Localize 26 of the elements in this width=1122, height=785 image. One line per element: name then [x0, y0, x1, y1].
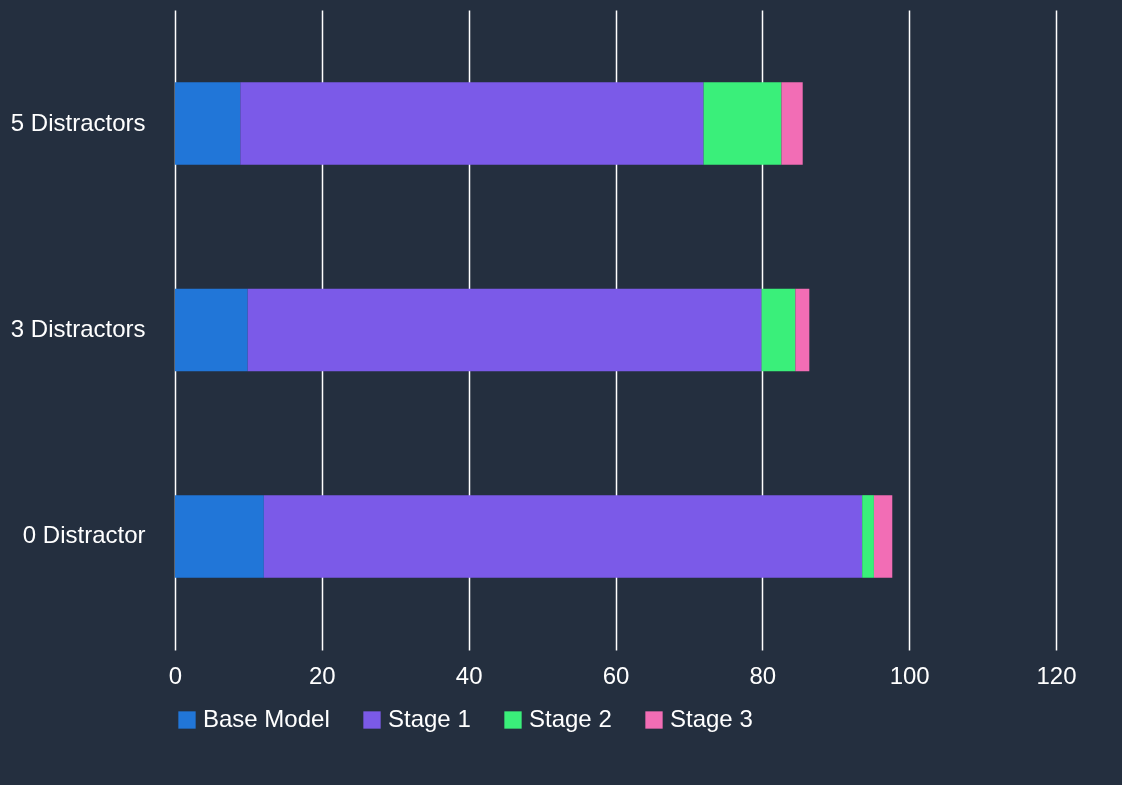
bar	[240, 82, 704, 165]
x-tick-label: 60	[602, 661, 630, 689]
legend-label: Base Model	[203, 705, 330, 732]
y-tick-label: 5 Distractors	[10, 108, 146, 136]
bar	[862, 495, 874, 578]
y-tick-label: 3 Distractors	[10, 315, 146, 342]
x-tick-label: 80	[749, 661, 777, 689]
bar	[175, 495, 264, 578]
x-tick-label: 40	[455, 661, 483, 689]
bar	[175, 82, 241, 165]
x-tick-label: 100	[889, 661, 930, 689]
bar	[761, 288, 796, 372]
bar	[247, 288, 762, 372]
bar	[795, 288, 810, 372]
bar	[781, 82, 803, 165]
legend-label: Stage 1	[388, 705, 471, 732]
y-tick-label: 0 Distractor	[22, 521, 146, 549]
x-tick-label: 120	[1036, 661, 1077, 689]
legend-label: Stage 3	[670, 705, 753, 732]
bar	[263, 495, 863, 578]
x-tick-label: 0	[168, 661, 183, 689]
x-tick-label: 20	[308, 661, 336, 689]
legend-label: Stage 2	[529, 705, 612, 732]
bar	[873, 495, 893, 578]
bar	[703, 82, 782, 165]
bar	[175, 288, 248, 372]
